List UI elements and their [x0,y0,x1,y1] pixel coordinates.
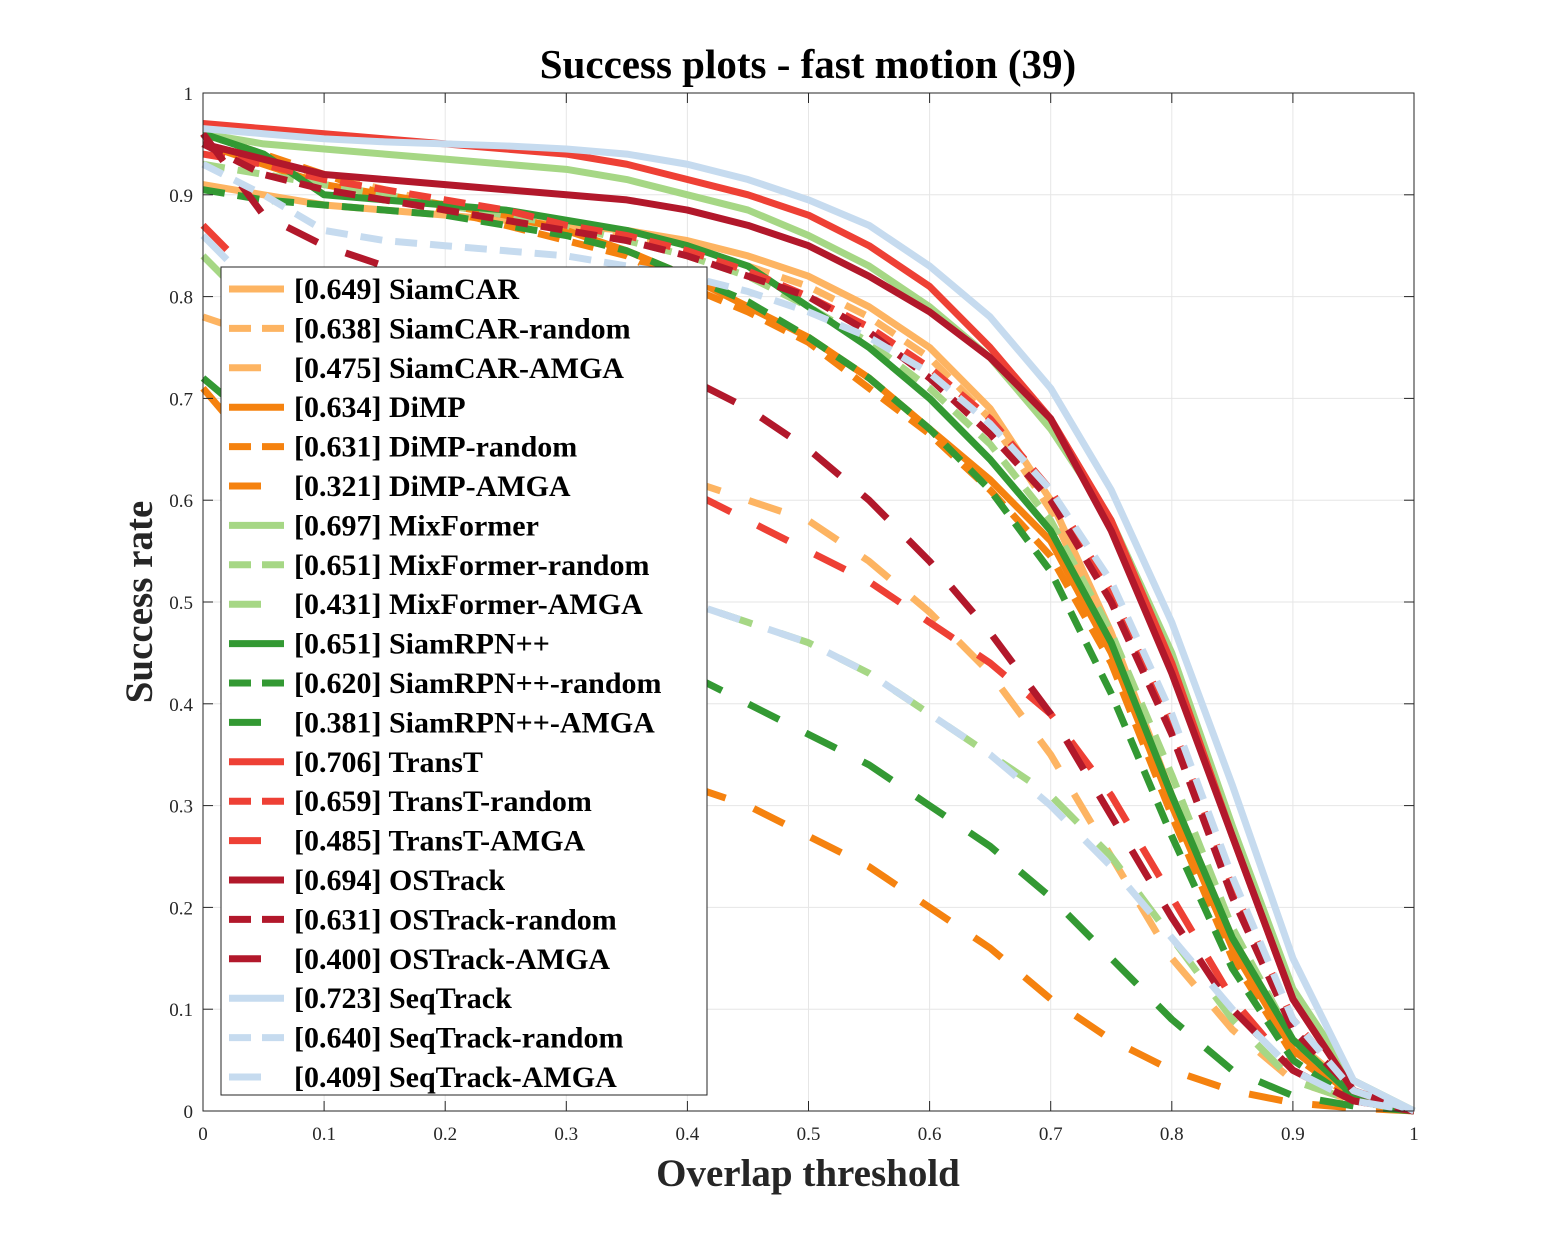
legend-label: [0.431] MixFormer-AMGA [294,588,643,621]
legend: [0.649] SiamCAR [0.638] SiamCAR-random [0.… [220,266,708,1096]
legend-label: [0.631] OSTrack-random [294,903,617,936]
y-tick-label: 0.6 [169,491,193,512]
legend-label: [0.381] SiamRPN++-AMGA [294,706,655,739]
x-tick-label: 0.7 [1039,1124,1063,1145]
x-tick-label: 1 [1409,1124,1419,1145]
legend-label: [0.694] OSTrack [294,864,505,897]
series-line-seqtrack [202,125,1416,1115]
legend-label: [0.697] MixFormer [294,509,539,542]
series-line-siamrpn-random [202,186,1415,1115]
x-tick-label: 0.9 [1281,1124,1305,1145]
legend-label: [0.638] SiamCAR-random [294,312,631,345]
x-tick-label: 0.1 [312,1124,336,1145]
series-line-ostrack-random [201,140,1416,1115]
series-line-seqtrack-random [201,161,1416,1115]
legend-label: [0.631] DiMP-random [294,431,577,464]
legend-label: [0.409] SeqTrack-AMGA [294,1061,617,1094]
legend-label: [0.620] SiamRPN++-random [294,667,662,700]
legend-label: [0.659] TransT-random [294,785,592,818]
series-line-mixformer-random [202,160,1415,1115]
y-tick-label: 0.1 [169,1000,193,1021]
chart-title: Success plots - fast motion (39) [540,41,1076,87]
y-tick-label: 1 [184,84,194,105]
legend-label: [0.475] SiamCAR-AMGA [294,352,624,385]
x-tick-label: 0.6 [918,1124,942,1145]
series-line-dimp-amga [200,385,1415,1115]
axis-ticks: 0 0.1 0.2 0.3 0.4 0.5 0.6 0.7 0.8 0.9 1 0 0.1 0.2 0.3 0… [169,84,1419,1145]
series-line-ostrack-amga [200,131,1415,1115]
legend-label: [0.651] MixFormer-random [294,549,649,582]
y-tick-label: 0.7 [169,389,193,410]
x-tick-label: 0.8 [1160,1124,1184,1145]
y-tick-label: 0.9 [169,186,193,207]
legend-label: [0.706] TransT [294,746,483,779]
y-tick-label: 0.8 [169,288,193,309]
legend-label: [0.640] SeqTrack-random [294,1022,623,1055]
series-line-ostrack [202,140,1416,1115]
legend-label: [0.400] OSTrack-AMGA [294,943,610,976]
legend-label: [0.485] TransT-AMGA [294,825,585,858]
x-tick-label: 0.3 [554,1124,578,1145]
x-tick-label: 0 [198,1124,208,1145]
legend-label: [0.649] SiamCAR [294,273,519,306]
x-tick-label: 0.2 [433,1124,457,1145]
legend-box [220,266,708,1096]
y-tick-label: 0.5 [169,593,193,614]
y-tick-label: 0.2 [169,898,193,919]
y-tick-label: 0.3 [169,797,193,818]
x-tick-label: 0.4 [676,1124,700,1145]
y-tick-label: 0 [184,1102,194,1123]
x-tick-label: 0.5 [797,1124,821,1145]
legend-label: [0.651] SiamRPN++ [294,628,550,661]
legend-label: [0.634] DiMP [294,391,466,424]
legend-label: [0.723] SeqTrack [294,982,512,1015]
y-tick-label: 0.4 [169,695,193,716]
y-axis-label: Success rate [118,501,161,704]
legend-label: [0.321] DiMP-AMGA [294,470,571,503]
x-axis-label: Overlap threshold [656,1152,960,1195]
